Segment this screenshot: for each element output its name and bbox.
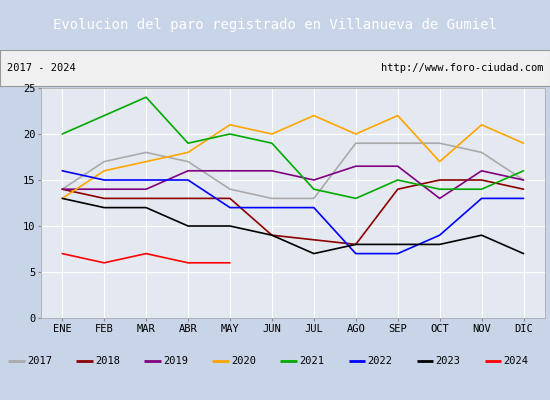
Text: http://www.foro-ciudad.com: http://www.foro-ciudad.com: [381, 63, 543, 73]
Text: 2023: 2023: [436, 356, 461, 366]
Text: 2018: 2018: [95, 356, 120, 366]
Text: 2020: 2020: [232, 356, 256, 366]
Text: 2021: 2021: [300, 356, 324, 366]
Text: 2017 - 2024: 2017 - 2024: [7, 63, 75, 73]
Text: 2022: 2022: [367, 356, 393, 366]
Text: 2017: 2017: [28, 356, 52, 366]
Text: 2024: 2024: [504, 356, 529, 366]
Text: 2019: 2019: [163, 356, 189, 366]
Text: Evolucion del paro registrado en Villanueva de Gumiel: Evolucion del paro registrado en Villanu…: [53, 18, 497, 32]
